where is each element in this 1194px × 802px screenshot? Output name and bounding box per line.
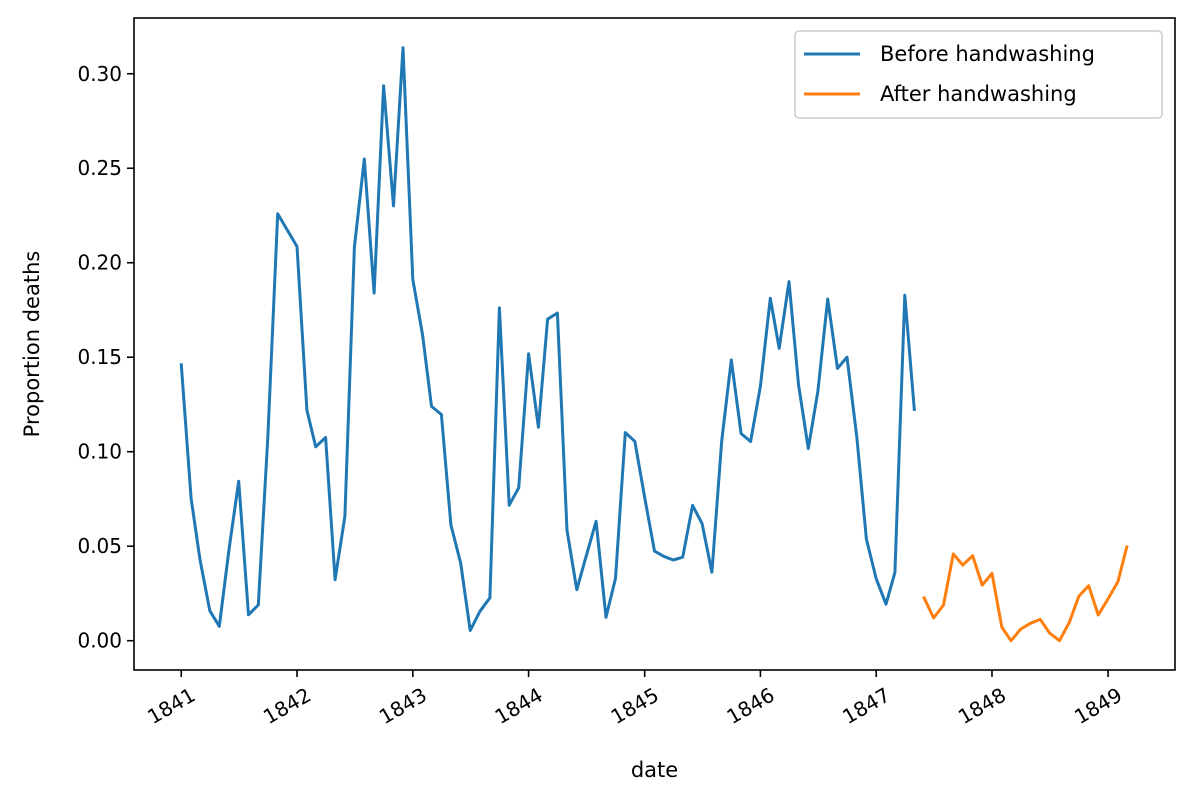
y-tick-label: 0.25 (77, 156, 122, 180)
legend-box (794, 30, 1163, 119)
x-tick-label: 1848 (954, 683, 1010, 729)
y-tick-label: 0.15 (77, 345, 122, 369)
x-axis: 1841 1842 1843 1844 1845 1846 1847 1848 1849 (143, 670, 1126, 729)
x-axis-label: date (631, 758, 678, 782)
y-tick-label: 0.05 (77, 534, 122, 558)
plot-frame (133, 17, 1176, 671)
x-tick-label: 1841 (143, 683, 199, 729)
x-tick-label: 1845 (607, 683, 663, 729)
plot-area (179, 46, 1129, 643)
series-line-1 (179, 46, 916, 632)
legend-label-2: After handwashing (880, 82, 1077, 106)
x-tick-label: 1847 (838, 683, 894, 729)
y-tick-label: 0.20 (77, 251, 122, 275)
y-tick-label: 0.30 (77, 62, 122, 86)
legend: Before handwashing After handwashing (794, 30, 1163, 119)
x-tick-label: 1844 (491, 683, 547, 729)
y-tick-label: 0.10 (77, 440, 122, 464)
x-tick-label: 1842 (259, 683, 315, 729)
y-axis-label: Proportion deaths (20, 251, 44, 438)
series-line-2 (922, 545, 1129, 643)
x-tick-label: 1849 (1070, 683, 1126, 729)
x-tick-label: 1846 (722, 683, 778, 729)
x-tick-label: 1843 (375, 683, 431, 729)
y-tick-label: 0.00 (77, 629, 122, 653)
y-axis: 0.00 0.05 0.10 0.15 0.20 0.25 0.30 (77, 62, 134, 653)
legend-label-1: Before handwashing (880, 42, 1095, 66)
